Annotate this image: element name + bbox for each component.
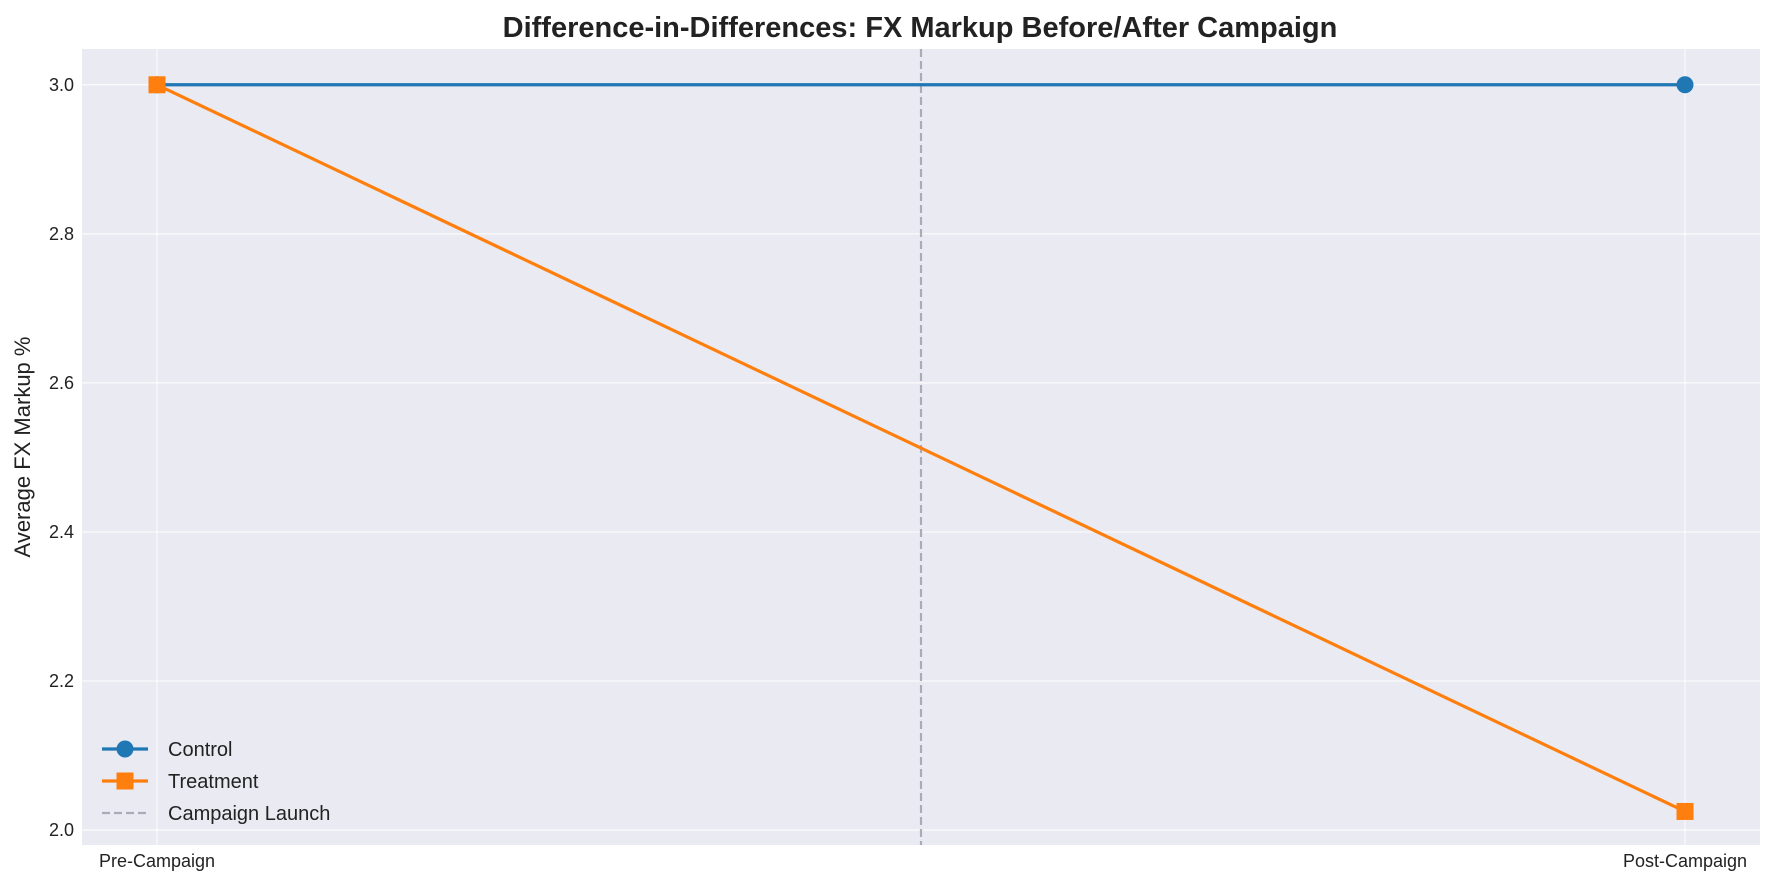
legend: Control Treatment Campaign Launch	[102, 739, 330, 825]
x-tick-label: Post-Campaign	[1623, 851, 1747, 871]
treatment-data-point	[1676, 802, 1694, 820]
legend-label: Treatment	[168, 771, 259, 793]
legend-label: Campaign Launch	[168, 803, 330, 825]
x-tick-labels: Pre-Campaign Post-Campaign	[99, 851, 1747, 871]
y-tick-label: 2.2	[49, 671, 74, 691]
y-tick-label: 3.0	[49, 75, 74, 95]
y-axis-label: Average FX Markup %	[10, 337, 35, 558]
series-markers	[148, 76, 1694, 820]
treatment-series-line	[156, 83, 1686, 813]
legend-marker-treatment	[116, 772, 134, 790]
x-tick-label: Pre-Campaign	[99, 851, 215, 871]
y-tick-label: 2.4	[49, 522, 74, 542]
legend-label: Control	[168, 739, 232, 761]
y-tick-label: 2.6	[49, 373, 74, 393]
legend-marker-control	[116, 740, 134, 758]
y-tick-label: 2.8	[49, 224, 74, 244]
y-tick-label: 2.0	[49, 820, 74, 840]
y-tick-labels: 2.0 2.2 2.4 2.6 2.8 3.0	[49, 75, 74, 840]
control-data-point	[1676, 76, 1694, 94]
chart-title: Difference-in-Differences: FX Markup Bef…	[503, 12, 1338, 44]
series-lines	[156, 83, 1686, 813]
treatment-data-point	[148, 76, 166, 94]
